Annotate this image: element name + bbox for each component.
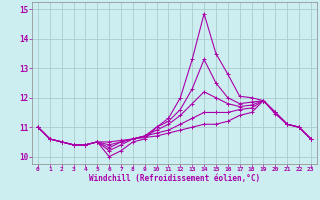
X-axis label: Windchill (Refroidissement éolien,°C): Windchill (Refroidissement éolien,°C)	[89, 174, 260, 183]
